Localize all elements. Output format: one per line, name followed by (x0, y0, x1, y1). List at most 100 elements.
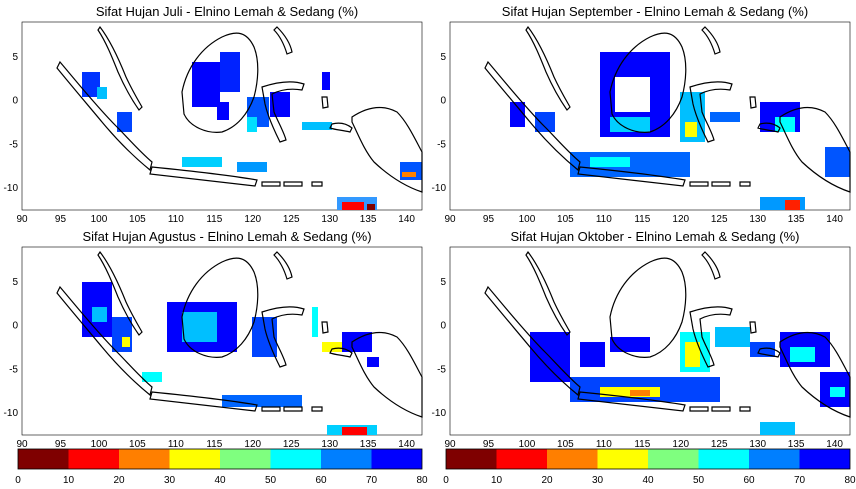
panel-title-sep: Sifat Hujan September - Elnino Lemah & S… (501, 4, 809, 19)
colorbar-right-segment-0 (446, 449, 497, 469)
colorbar-left-label-40: 40 (214, 475, 226, 486)
map-panel-sep (449, 21, 851, 211)
y-tick-oct--10: -10 (432, 408, 447, 419)
x-tick-jul-135: 135 (360, 214, 377, 225)
x-tick-oct-100: 100 (519, 439, 536, 450)
y-tick-aug-5: 5 (12, 277, 18, 288)
x-tick-sep-100: 100 (519, 214, 536, 225)
x-tick-oct-115: 115 (634, 439, 650, 450)
y-tick-aug-0: 0 (12, 321, 18, 332)
colorbar-right-label-50: 50 (693, 475, 705, 486)
x-tick-oct-110: 110 (596, 439, 612, 450)
y-tick-jul--5: -5 (9, 139, 18, 150)
x-tick-jul-100: 100 (91, 214, 108, 225)
x-tick-aug-125: 125 (283, 439, 300, 450)
colorbar-left-segment-0 (18, 449, 69, 469)
x-tick-oct-95: 95 (483, 439, 495, 450)
x-tick-oct-90: 90 (444, 439, 456, 450)
y-tick-aug--10: -10 (4, 408, 19, 419)
x-tick-aug-90: 90 (16, 439, 28, 450)
x-tick-oct-120: 120 (672, 439, 689, 450)
map-panel-jul (21, 21, 423, 211)
panel-title-oct: Sifat Hujan Oktober - Elnino Lemah & Sed… (510, 229, 800, 244)
colorbar-right-segment-3 (597, 449, 648, 469)
colorbar-right-label-0: 0 (443, 475, 449, 486)
y-tick-sep-5: 5 (440, 52, 446, 63)
colorbar-left-label-30: 30 (164, 475, 176, 486)
x-tick-aug-110: 110 (168, 439, 184, 450)
y-tick-oct--5: -5 (437, 364, 446, 375)
colorbar-left-segment-3 (169, 449, 220, 469)
x-tick-aug-140: 140 (398, 439, 415, 450)
x-tick-aug-95: 95 (55, 439, 67, 450)
x-tick-jul-120: 120 (244, 214, 261, 225)
map-panel-oct (449, 246, 851, 436)
x-tick-jul-130: 130 (321, 214, 338, 225)
x-tick-oct-140: 140 (826, 439, 843, 450)
colorbar-right-segment-5 (698, 449, 749, 469)
map-panel-aug (21, 246, 423, 436)
colorbar-left-segment-2 (119, 449, 170, 469)
x-tick-oct-125: 125 (711, 439, 728, 450)
y-tick-sep-0: 0 (440, 96, 446, 107)
x-tick-sep-90: 90 (444, 214, 456, 225)
panel-title-aug: Sifat Hujan Agustus - Elnino Lemah & Sed… (82, 229, 372, 244)
axis-ticks: 90 95 100 105 110 115 120 125 130 135 140 5 0 -5 -10 90… (4, 52, 844, 450)
x-tick-aug-115: 115 (206, 439, 222, 450)
colorbar-right-label-30: 30 (592, 475, 604, 486)
y-tick-aug--5: -5 (9, 364, 18, 375)
x-tick-sep-125: 125 (711, 214, 728, 225)
colorbar-right-label-60: 60 (743, 475, 755, 486)
colorbar-right-frame (445, 448, 851, 470)
y-tick-jul-5: 5 (12, 52, 18, 63)
colorbar-left-label-0: 0 (15, 475, 21, 486)
y-tick-sep--5: -5 (437, 139, 446, 150)
x-tick-oct-135: 135 (788, 439, 805, 450)
colorbar-left-segment-7 (371, 449, 422, 469)
x-tick-oct-105: 105 (557, 439, 574, 450)
colorbar-right-label-40: 40 (642, 475, 654, 486)
colorbar-left-label-60: 60 (315, 475, 327, 486)
x-tick-jul-125: 125 (283, 214, 300, 225)
x-tick-aug-120: 120 (244, 439, 261, 450)
x-tick-jul-110: 110 (168, 214, 184, 225)
colorbar-left-frame (17, 448, 423, 470)
x-tick-sep-95: 95 (483, 214, 495, 225)
y-tick-jul--10: -10 (4, 183, 19, 194)
colorbar-right-label-80: 80 (844, 475, 856, 486)
x-tick-sep-135: 135 (788, 214, 805, 225)
x-tick-aug-100: 100 (91, 439, 108, 450)
y-tick-sep--10: -10 (432, 183, 447, 194)
y-tick-oct-0: 0 (440, 321, 446, 332)
colorbar-right-label-70: 70 (794, 475, 806, 486)
colorbar-right-segment-4 (648, 449, 699, 469)
colorbar-left-label-70: 70 (366, 475, 378, 486)
colorbar-left-segment-4 (220, 449, 271, 469)
colorbar-left-label-50: 50 (265, 475, 277, 486)
colorbar-left-label-10: 10 (63, 475, 75, 486)
colorbar-left-segment-5 (270, 449, 321, 469)
y-tick-jul-0: 0 (12, 96, 18, 107)
x-tick-sep-110: 110 (596, 214, 612, 225)
x-tick-jul-115: 115 (206, 214, 222, 225)
colorbar-right-segment-6 (749, 449, 800, 469)
colorbar-right-segment-7 (799, 449, 850, 469)
x-tick-jul-90: 90 (16, 214, 28, 225)
colorbar-left-segment-6 (321, 449, 372, 469)
x-tick-jul-105: 105 (129, 214, 146, 225)
x-tick-jul-140: 140 (398, 214, 415, 225)
x-tick-sep-130: 130 (749, 214, 766, 225)
colorbar-right-segment-1 (496, 449, 547, 469)
rain-cells-jul (82, 52, 422, 210)
x-tick-oct-130: 130 (749, 439, 766, 450)
colorbar-right-label-20: 20 (541, 475, 553, 486)
colorbar-right-segment-2 (547, 449, 598, 469)
x-tick-sep-120: 120 (672, 214, 689, 225)
y-tick-oct-5: 5 (440, 277, 446, 288)
x-tick-jul-95: 95 (55, 214, 67, 225)
x-tick-sep-140: 140 (826, 214, 843, 225)
colorbar-right-label-10: 10 (491, 475, 503, 486)
colorbar-left-segment-1 (68, 449, 119, 469)
x-tick-aug-105: 105 (129, 439, 146, 450)
